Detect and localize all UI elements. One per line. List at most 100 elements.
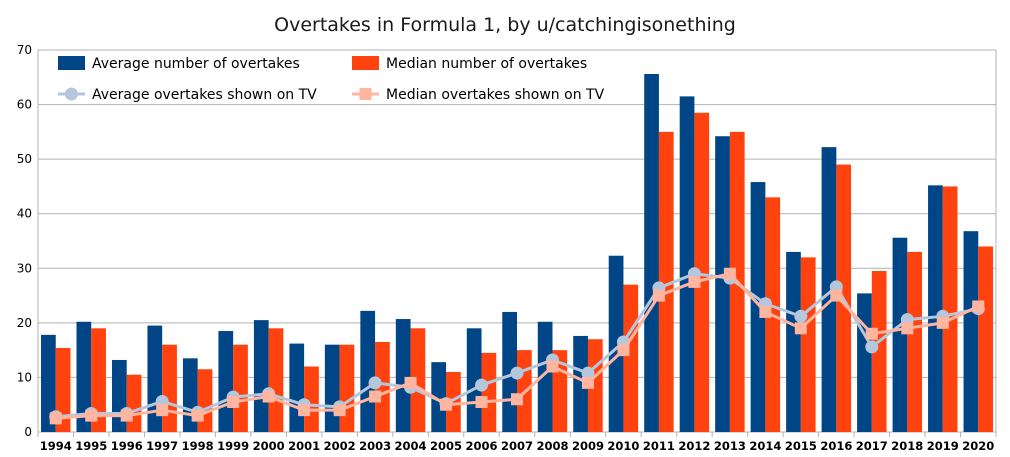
x-tick-label: 2009: [572, 439, 604, 453]
x-tick-label: 2012: [678, 439, 710, 453]
x-tick-label: 2001: [288, 439, 320, 453]
point-median-overtakes-shown-on-tv: [156, 404, 169, 417]
bar-median-number-of-overtakes: [233, 344, 248, 432]
point-median-overtakes-shown-on-tv: [475, 395, 488, 408]
point-median-overtakes-shown-on-tv: [794, 322, 807, 335]
bar-average-number-of-overtakes: [573, 335, 588, 432]
x-tick-label: 1996: [111, 439, 143, 453]
x-tick-label: 2019: [927, 439, 959, 453]
bar-median-number-of-overtakes: [55, 347, 71, 432]
point-average-overtakes-shown-on-tv: [581, 366, 595, 380]
y-tick-label: 60: [17, 98, 32, 112]
bar-average-number-of-overtakes: [786, 251, 801, 432]
bar-median-number-of-overtakes: [658, 131, 674, 432]
bar-median-number-of-overtakes: [162, 344, 177, 432]
x-tick-label: 2014: [749, 439, 781, 453]
bar-median-number-of-overtakes: [197, 369, 213, 432]
point-median-overtakes-shown-on-tv: [298, 404, 311, 417]
legend-label: Median overtakes shown on TV: [386, 87, 605, 103]
x-tick-label: 1999: [217, 439, 249, 453]
point-median-overtakes-shown-on-tv: [49, 412, 62, 425]
bar-average-number-of-overtakes: [537, 321, 553, 432]
bar-median-number-of-overtakes: [978, 246, 993, 432]
point-median-overtakes-shown-on-tv: [830, 289, 843, 302]
legend-marker: [359, 88, 372, 100]
x-tick-label: 2020: [962, 439, 994, 453]
point-average-overtakes-shown-on-tv: [865, 340, 879, 354]
bar-median-number-of-overtakes: [91, 328, 106, 432]
bar-average-number-of-overtakes: [395, 319, 411, 432]
point-median-overtakes-shown-on-tv: [617, 344, 630, 357]
point-average-overtakes-shown-on-tv: [368, 376, 382, 390]
bar-median-number-of-overtakes: [623, 284, 639, 432]
bar-median-number-of-overtakes: [339, 344, 355, 432]
legend-swatch: [58, 56, 85, 70]
x-tick-label: 1994: [40, 439, 72, 453]
point-median-overtakes-shown-on-tv: [581, 376, 594, 389]
bar-average-number-of-overtakes: [644, 74, 659, 433]
point-median-overtakes-shown-on-tv: [85, 409, 98, 422]
point-median-overtakes-shown-on-tv: [546, 360, 559, 373]
bar-average-number-of-overtakes: [857, 293, 872, 432]
bar-median-number-of-overtakes: [126, 374, 142, 432]
bar-average-number-of-overtakes: [253, 320, 269, 432]
bar-average-number-of-overtakes: [360, 310, 376, 432]
point-median-overtakes-shown-on-tv: [652, 289, 665, 302]
point-median-overtakes-shown-on-tv: [901, 322, 914, 335]
bar-median-number-of-overtakes: [410, 328, 426, 432]
point-median-overtakes-shown-on-tv: [865, 327, 878, 340]
y-tick-label: 40: [17, 207, 32, 221]
x-tick-label: 2013: [714, 439, 746, 453]
bar-average-number-of-overtakes: [750, 182, 766, 432]
y-tick-label: 50: [17, 152, 32, 166]
point-median-overtakes-shown-on-tv: [972, 300, 985, 313]
bar-average-number-of-overtakes: [41, 334, 56, 432]
bar-median-number-of-overtakes: [942, 186, 958, 432]
bar-median-number-of-overtakes: [481, 352, 497, 432]
bar-average-number-of-overtakes: [608, 255, 624, 432]
bar-median-number-of-overtakes: [446, 371, 461, 432]
x-tick-label: 2017: [856, 439, 888, 453]
x-tick-label: 2015: [785, 439, 817, 453]
x-tick-label: 1997: [146, 439, 178, 453]
x-tick-label: 1995: [75, 439, 107, 453]
x-tick-label: 1998: [182, 439, 214, 453]
x-tick-label: 2002: [324, 439, 356, 453]
y-tick-label: 10: [17, 370, 32, 384]
point-median-overtakes-shown-on-tv: [723, 267, 736, 280]
bar-median-number-of-overtakes: [871, 271, 887, 432]
x-tick-label: 2004: [395, 439, 427, 453]
x-tick-label: 2000: [253, 439, 285, 453]
point-median-overtakes-shown-on-tv: [936, 316, 949, 329]
bar-median-number-of-overtakes: [268, 328, 284, 432]
x-tick-label: 2003: [359, 439, 391, 453]
point-median-overtakes-shown-on-tv: [227, 395, 240, 408]
point-median-overtakes-shown-on-tv: [120, 409, 133, 422]
bar-average-number-of-overtakes: [821, 147, 837, 432]
x-tick-label: 2011: [643, 439, 675, 453]
point-median-overtakes-shown-on-tv: [511, 393, 523, 406]
legend-label: Average number of overtakes: [92, 56, 300, 72]
point-median-overtakes-shown-on-tv: [191, 409, 204, 422]
y-tick-label: 30: [17, 261, 32, 275]
y-tick-label: 20: [17, 316, 32, 330]
x-tick-label: 2016: [820, 439, 852, 453]
x-tick-label: 2006: [466, 439, 498, 453]
bar-average-number-of-overtakes: [679, 96, 695, 432]
bar-median-number-of-overtakes: [375, 341, 390, 432]
bar-average-number-of-overtakes: [928, 185, 943, 432]
point-average-overtakes-shown-on-tv: [475, 378, 489, 392]
chart-title: Overtakes in Formula 1, by u/catchingiso…: [274, 14, 736, 36]
bar-average-number-of-overtakes: [715, 136, 730, 433]
bar-average-number-of-overtakes: [76, 321, 92, 432]
x-tick-label: 2007: [501, 439, 533, 453]
bar-average-number-of-overtakes: [324, 344, 340, 432]
bar-average-number-of-overtakes: [218, 331, 234, 432]
bar-average-number-of-overtakes: [963, 231, 979, 432]
point-median-overtakes-shown-on-tv: [688, 275, 701, 288]
x-tick-label: 2010: [607, 439, 639, 453]
point-average-overtakes-shown-on-tv: [510, 366, 524, 380]
legend-label: Average overtakes shown on TV: [92, 87, 317, 103]
bar-median-number-of-overtakes: [694, 112, 710, 432]
